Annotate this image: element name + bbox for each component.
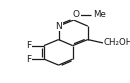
Text: Me: Me: [93, 10, 106, 19]
Text: F: F: [26, 55, 31, 64]
Text: O: O: [73, 10, 80, 19]
Text: CH₂OH: CH₂OH: [104, 38, 130, 47]
Text: N: N: [55, 22, 62, 31]
Text: F: F: [26, 41, 31, 50]
